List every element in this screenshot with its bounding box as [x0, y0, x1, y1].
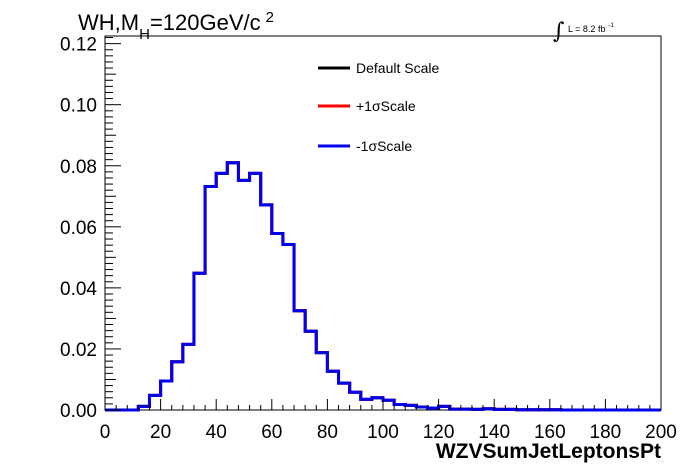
y-tick-label: 0.06 [60, 218, 97, 239]
x-tick-label: 180 [590, 422, 622, 443]
x-tick-label: 80 [317, 422, 338, 443]
legend: Default Scale +1σScale -1σScale [318, 60, 439, 154]
x-tick-label: 40 [206, 422, 227, 443]
title-rest: =120GeV/c [150, 10, 261, 35]
x-tick-label: 100 [367, 422, 399, 443]
y-tick-label: 0.12 [60, 35, 97, 56]
lumi-superscript: -1 [608, 23, 614, 29]
x-tick-label: 160 [534, 422, 566, 443]
x-tick-label: 20 [150, 422, 171, 443]
y-tick-label: 0.02 [60, 340, 97, 361]
legend-label-2: -1σScale [356, 138, 412, 154]
series-line-2 [105, 161, 661, 412]
x-tick-label: 0 [100, 422, 111, 443]
plot-frame [104, 35, 662, 411]
series-line-0 [105, 161, 661, 412]
y-tick-label: 0.10 [60, 96, 97, 117]
y-tick-label: 0.00 [60, 401, 97, 422]
x-tick-label: 120 [423, 422, 455, 443]
x-tick-label: 200 [645, 422, 677, 443]
x-tick-label: 140 [478, 422, 510, 443]
x-tick-label: 60 [261, 422, 282, 443]
lumi-label: L = 8.2 fb -1 [568, 23, 614, 34]
x-axis-label: WZVSumJetLeptonsPt [436, 440, 661, 463]
series-line-1 [105, 161, 661, 412]
chart-title: WH,MH=120GeV/c 2 [78, 9, 274, 43]
legend-label-1: +1σScale [356, 98, 416, 114]
histogram-series-group [105, 161, 661, 412]
y-tick-label: 0.08 [60, 157, 97, 178]
title-main: WH,M [78, 10, 139, 35]
legend-label-0: Default Scale [356, 60, 439, 76]
title-superscript: 2 [266, 9, 274, 26]
lumi-integral: ∫ [553, 19, 565, 44]
y-tick-label: 0.04 [60, 279, 97, 300]
lumi-text: L = 8.2 fb [568, 24, 605, 34]
axes-group: 0 20 40 60 80 100 120 140 160 180 200 0.00 0.02 0.04 0… [60, 35, 677, 443]
title-subscript: H [139, 26, 150, 43]
